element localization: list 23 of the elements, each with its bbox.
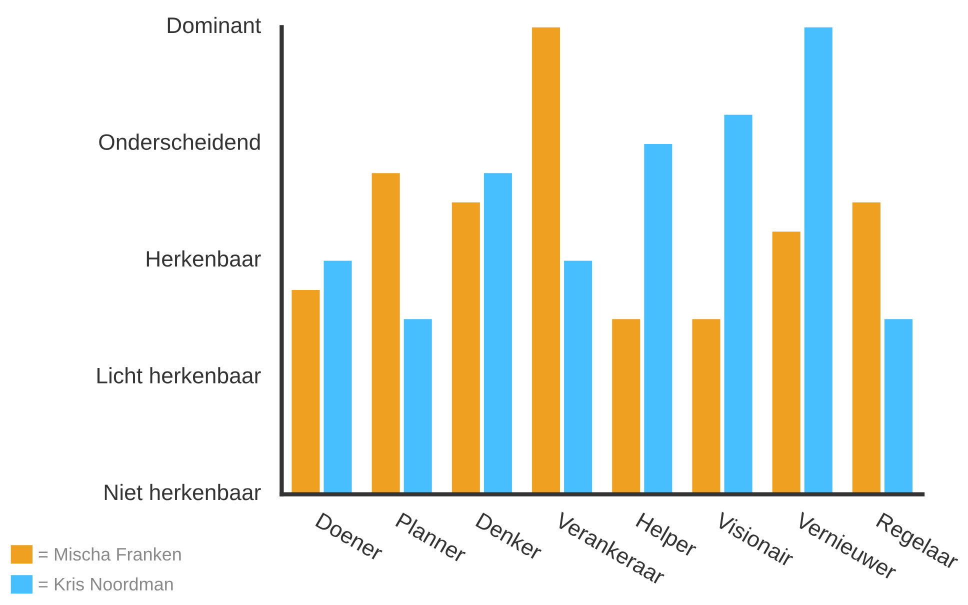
text: Dominant	[168, 16, 262, 34]
bar	[724, 114, 752, 494]
bar	[532, 27, 560, 494]
bar	[404, 319, 432, 494]
bar	[852, 202, 880, 494]
text: Onderscheidend	[99, 134, 260, 150]
bar	[884, 319, 912, 494]
legend-label: = Mischa Franken	[38, 547, 181, 561]
bar	[564, 260, 592, 494]
bar	[484, 173, 512, 494]
bar	[644, 144, 672, 494]
text: Niet herkenbaar	[104, 484, 261, 500]
bar	[324, 260, 352, 494]
text: Herkenbaar	[146, 250, 261, 267]
bar	[612, 319, 640, 494]
bar	[452, 202, 480, 494]
text: Licht herkenbaar	[97, 367, 261, 384]
bar	[692, 319, 720, 494]
legend-label: = Kris Noordman	[38, 577, 173, 591]
bar	[804, 27, 832, 494]
bar	[772, 232, 800, 494]
bar	[372, 173, 400, 494]
bar	[292, 290, 320, 494]
